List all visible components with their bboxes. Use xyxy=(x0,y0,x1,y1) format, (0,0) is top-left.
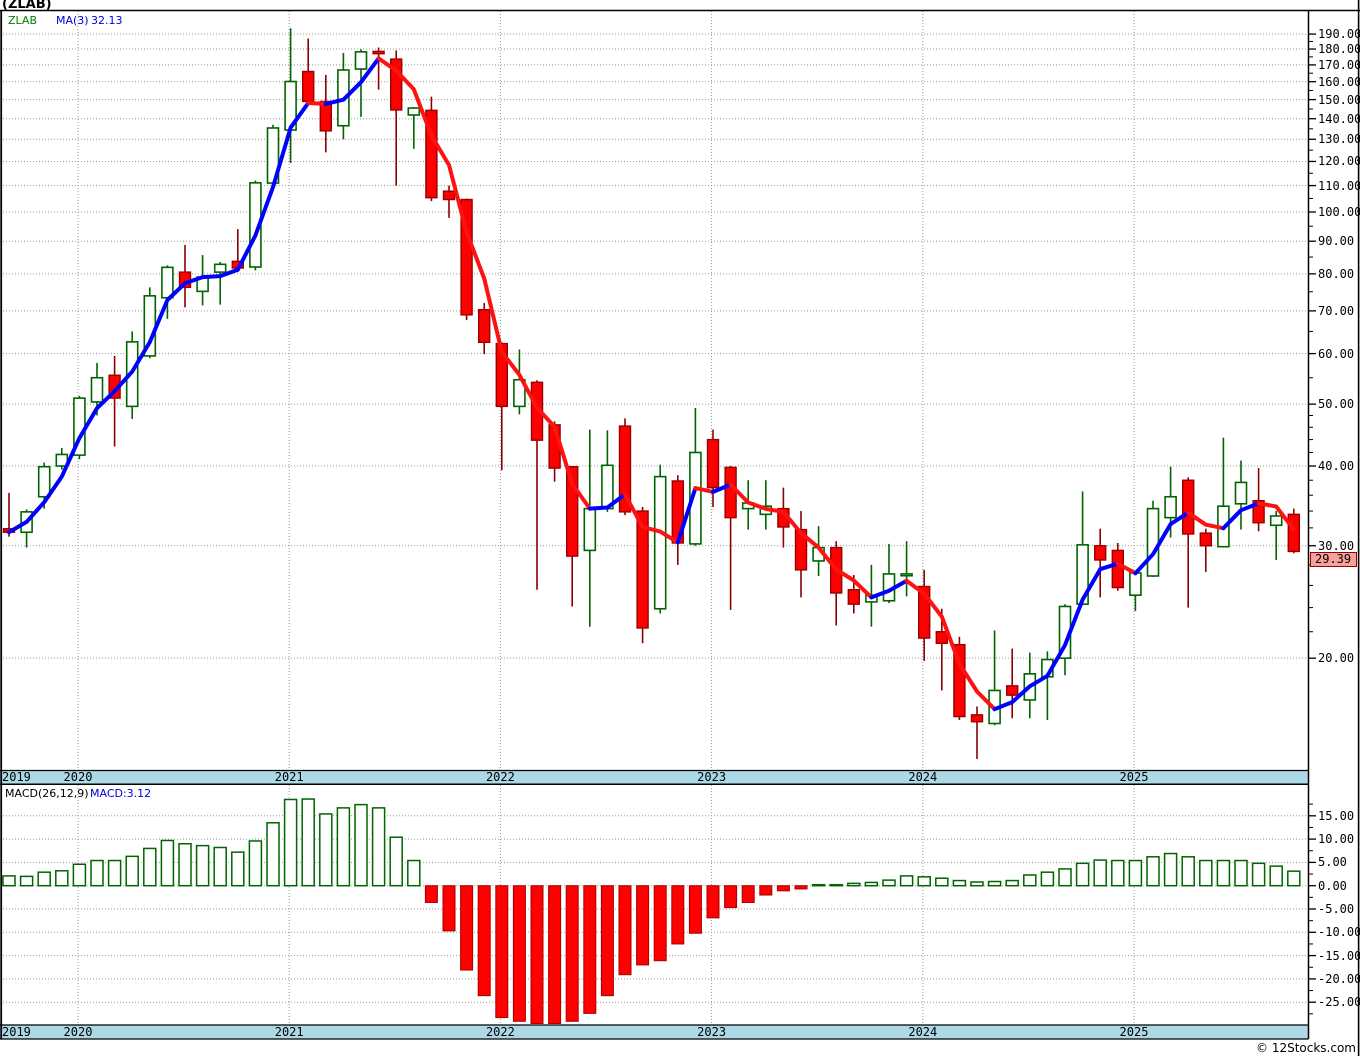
chart-canvas xyxy=(0,0,1360,1056)
stock-chart-page: (ZLAB) ZLAB MA(3) 32.13 MACD(26,12,9) MA… xyxy=(0,0,1360,1056)
